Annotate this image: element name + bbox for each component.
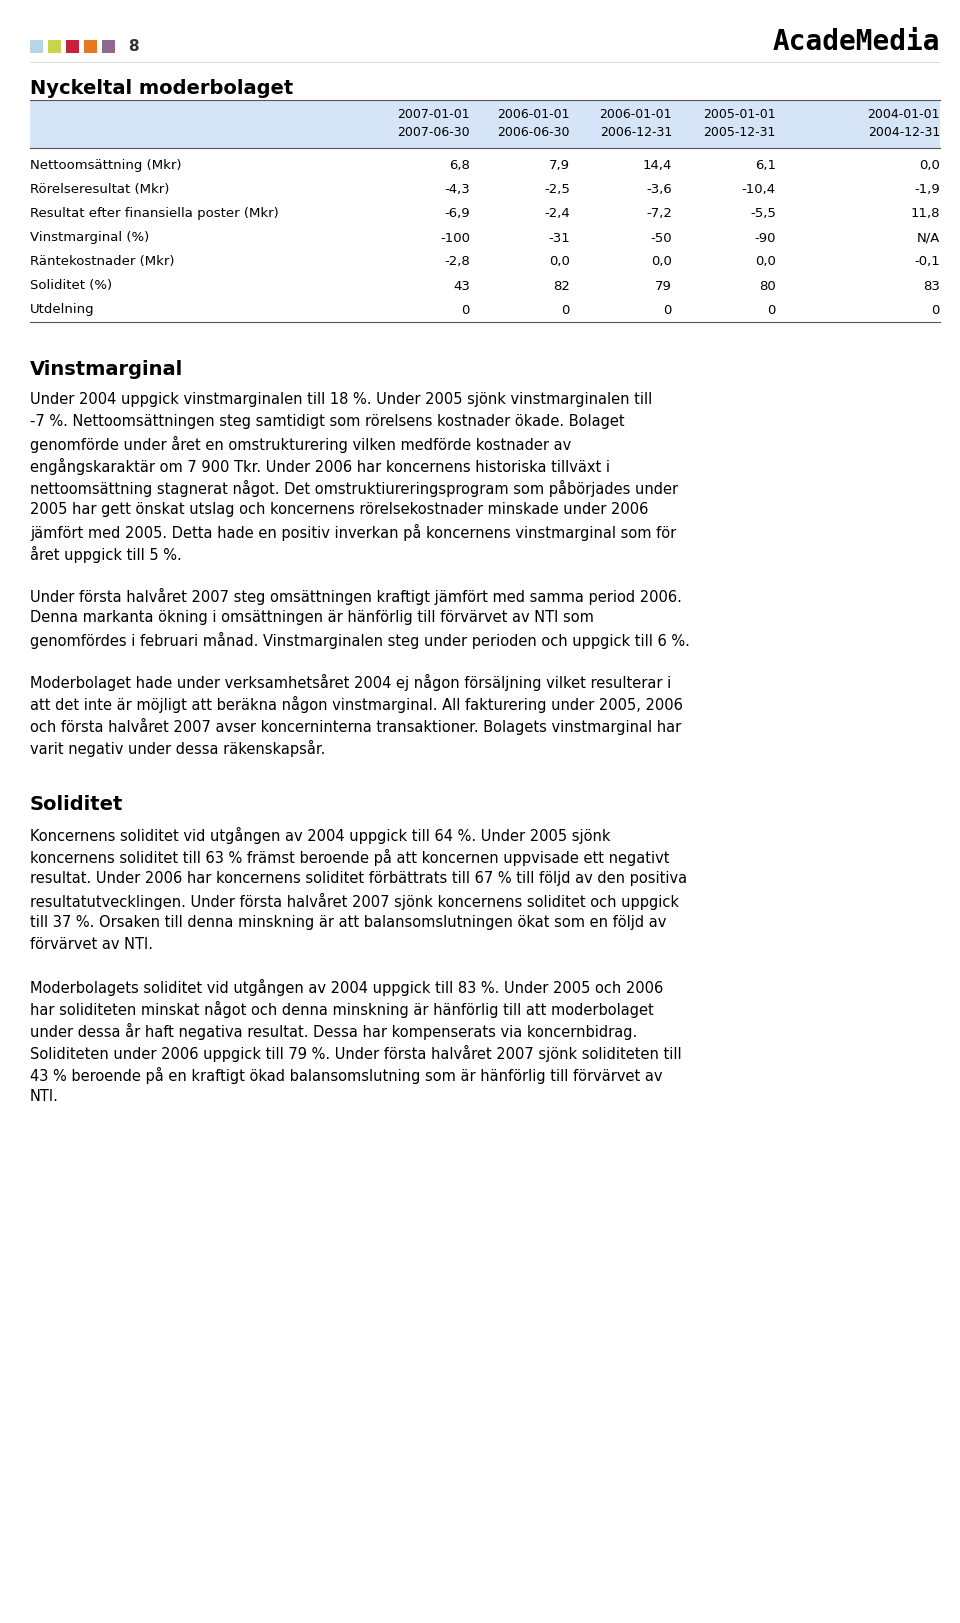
Text: koncernens soliditet till 63 % främst beroende på att koncernen uppvisade ett ne: koncernens soliditet till 63 % främst be… bbox=[30, 849, 669, 867]
Text: -2,8: -2,8 bbox=[444, 255, 470, 268]
Text: Under första halvåret 2007 steg omsättningen kraftigt jämfört med samma period 2: Under första halvåret 2007 steg omsättni… bbox=[30, 588, 682, 605]
Text: 2007-06-30: 2007-06-30 bbox=[397, 127, 470, 140]
Text: 0: 0 bbox=[768, 304, 776, 316]
Text: 7,9: 7,9 bbox=[549, 159, 570, 172]
Text: 80: 80 bbox=[759, 279, 776, 292]
Text: -10,4: -10,4 bbox=[742, 183, 776, 196]
Text: -3,6: -3,6 bbox=[646, 183, 672, 196]
Bar bbox=[102, 41, 115, 54]
Text: -4,3: -4,3 bbox=[444, 183, 470, 196]
Text: 0: 0 bbox=[663, 304, 672, 316]
Text: genomförde under året en omstrukturering vilken medförde kostnader av: genomförde under året en omstrukturering… bbox=[30, 437, 571, 453]
Text: -1,9: -1,9 bbox=[914, 183, 940, 196]
Text: 0: 0 bbox=[931, 304, 940, 316]
Text: 43: 43 bbox=[453, 279, 470, 292]
Text: 2005-01-01: 2005-01-01 bbox=[704, 107, 776, 120]
Text: N/A: N/A bbox=[917, 232, 940, 245]
Text: 14,4: 14,4 bbox=[642, 159, 672, 172]
Text: -5,5: -5,5 bbox=[750, 208, 776, 221]
Text: -7,2: -7,2 bbox=[646, 208, 672, 221]
Bar bbox=[30, 101, 940, 148]
Text: 2004-01-01: 2004-01-01 bbox=[868, 107, 940, 120]
Text: Soliditeten under 2006 uppgick till 79 %. Under första halvåret 2007 sjönk solid: Soliditeten under 2006 uppgick till 79 %… bbox=[30, 1045, 682, 1061]
Text: 82: 82 bbox=[553, 279, 570, 292]
Text: -31: -31 bbox=[548, 232, 570, 245]
Text: -6,9: -6,9 bbox=[444, 208, 470, 221]
Text: 0: 0 bbox=[462, 304, 470, 316]
Text: 2004-12-31: 2004-12-31 bbox=[868, 127, 940, 140]
Text: har soliditeten minskat något och denna minskning är hänförlig till att moderbol: har soliditeten minskat något och denna … bbox=[30, 1001, 654, 1018]
Text: 2006-01-01: 2006-01-01 bbox=[599, 107, 672, 120]
Text: Soliditet (%): Soliditet (%) bbox=[30, 279, 112, 292]
Text: 8: 8 bbox=[128, 39, 138, 54]
Text: resultat. Under 2006 har koncernens soliditet förbättrats till 67 % till följd a: resultat. Under 2006 har koncernens soli… bbox=[30, 872, 687, 886]
Text: Under 2004 uppgick vinstmarginalen till 18 %. Under 2005 sjönk vinstmarginalen t: Under 2004 uppgick vinstmarginalen till … bbox=[30, 393, 652, 407]
Text: resultatutvecklingen. Under första halvåret 2007 sjönk koncernens soliditet och : resultatutvecklingen. Under första halvå… bbox=[30, 893, 679, 911]
Text: 2006-01-01: 2006-01-01 bbox=[497, 107, 570, 120]
Text: 0,0: 0,0 bbox=[651, 255, 672, 268]
Text: jämfört med 2005. Detta hade en positiv inverkan på koncernens vinstmarginal som: jämfört med 2005. Detta hade en positiv … bbox=[30, 524, 676, 540]
Text: 2005-12-31: 2005-12-31 bbox=[704, 127, 776, 140]
Text: Moderbolaget hade under verksamhetsåret 2004 ej någon försäljning vilket resulte: Moderbolaget hade under verksamhetsåret … bbox=[30, 674, 671, 691]
Text: 6,8: 6,8 bbox=[449, 159, 470, 172]
Text: året uppgick till 5 %.: året uppgick till 5 %. bbox=[30, 545, 181, 563]
Text: under dessa år haft negativa resultat. Dessa har kompenserats via koncernbidrag.: under dessa år haft negativa resultat. D… bbox=[30, 1022, 637, 1040]
Text: Nettoomsättning (Mkr): Nettoomsättning (Mkr) bbox=[30, 159, 181, 172]
Text: 2006-12-31: 2006-12-31 bbox=[600, 127, 672, 140]
Text: -0,1: -0,1 bbox=[914, 255, 940, 268]
Text: engångskaraktär om 7 900 Tkr. Under 2006 har koncernens historiska tillväxt i: engångskaraktär om 7 900 Tkr. Under 2006… bbox=[30, 458, 610, 476]
Text: att det inte är möjligt att beräkna någon vinstmarginal. All fakturering under 2: att det inte är möjligt att beräkna någo… bbox=[30, 696, 683, 712]
Text: Räntekostnader (Mkr): Räntekostnader (Mkr) bbox=[30, 255, 175, 268]
Text: -90: -90 bbox=[755, 232, 776, 245]
Text: AcadeMedia: AcadeMedia bbox=[773, 28, 940, 57]
Text: 0,0: 0,0 bbox=[756, 255, 776, 268]
Bar bbox=[48, 41, 61, 54]
Text: genomfördes i februari månad. Vinstmarginalen steg under perioden och uppgick ti: genomfördes i februari månad. Vinstmargi… bbox=[30, 631, 690, 649]
Text: 2005 har gett önskat utslag och koncernens rörelsekostnader minskade under 2006: 2005 har gett önskat utslag och koncerne… bbox=[30, 502, 648, 518]
Text: 0,0: 0,0 bbox=[919, 159, 940, 172]
Text: Nyckeltal moderbolaget: Nyckeltal moderbolaget bbox=[30, 78, 293, 97]
Text: NTI.: NTI. bbox=[30, 1089, 59, 1104]
Text: 0,0: 0,0 bbox=[549, 255, 570, 268]
Text: Utdelning: Utdelning bbox=[30, 304, 95, 316]
Text: förvärvet av NTI.: förvärvet av NTI. bbox=[30, 936, 153, 953]
Text: Vinstmarginal (%): Vinstmarginal (%) bbox=[30, 232, 149, 245]
Text: 11,8: 11,8 bbox=[910, 208, 940, 221]
Text: Soliditet: Soliditet bbox=[30, 795, 124, 815]
Text: -2,4: -2,4 bbox=[544, 208, 570, 221]
Text: -7 %. Nettoomsättningen steg samtidigt som rörelsens kostnader ökade. Bolaget: -7 %. Nettoomsättningen steg samtidigt s… bbox=[30, 414, 625, 428]
Text: varit negativ under dessa räkenskapsår.: varit negativ under dessa räkenskapsår. bbox=[30, 740, 325, 756]
Text: 79: 79 bbox=[655, 279, 672, 292]
Text: Koncernens soliditet vid utgången av 2004 uppgick till 64 %. Under 2005 sjönk: Koncernens soliditet vid utgången av 200… bbox=[30, 828, 611, 844]
Text: 2006-06-30: 2006-06-30 bbox=[497, 127, 570, 140]
Text: 2007-01-01: 2007-01-01 bbox=[397, 107, 470, 120]
Text: Denna markanta ökning i omsättningen är hänförlig till förvärvet av NTI som: Denna markanta ökning i omsättningen är … bbox=[30, 610, 594, 625]
Text: och första halvåret 2007 avser koncerninterna transaktioner. Bolagets vinstmargi: och första halvåret 2007 avser koncernin… bbox=[30, 717, 682, 735]
Text: till 37 %. Orsaken till denna minskning är att balansomslutningen ökat som en fö: till 37 %. Orsaken till denna minskning … bbox=[30, 915, 666, 930]
Bar bbox=[84, 41, 97, 54]
Text: Rörelseresultat (Mkr): Rörelseresultat (Mkr) bbox=[30, 183, 169, 196]
Text: nettoomsättning stagnerat något. Det omstruktiureringsprogram som påbörjades und: nettoomsättning stagnerat något. Det oms… bbox=[30, 480, 678, 497]
Text: 6,1: 6,1 bbox=[755, 159, 776, 172]
Text: -2,5: -2,5 bbox=[544, 183, 570, 196]
Text: -50: -50 bbox=[650, 232, 672, 245]
Bar bbox=[30, 41, 43, 54]
Bar bbox=[66, 41, 79, 54]
Text: Vinstmarginal: Vinstmarginal bbox=[30, 360, 183, 380]
Text: 83: 83 bbox=[924, 279, 940, 292]
Text: -100: -100 bbox=[440, 232, 470, 245]
Text: Resultat efter finansiella poster (Mkr): Resultat efter finansiella poster (Mkr) bbox=[30, 208, 278, 221]
Text: 43 % beroende på en kraftigt ökad balansomslutning som är hänförlig till förvärv: 43 % beroende på en kraftigt ökad balans… bbox=[30, 1066, 662, 1084]
Text: Moderbolagets soliditet vid utgången av 2004 uppgick till 83 %. Under 2005 och 2: Moderbolagets soliditet vid utgången av … bbox=[30, 979, 663, 997]
Text: 0: 0 bbox=[562, 304, 570, 316]
